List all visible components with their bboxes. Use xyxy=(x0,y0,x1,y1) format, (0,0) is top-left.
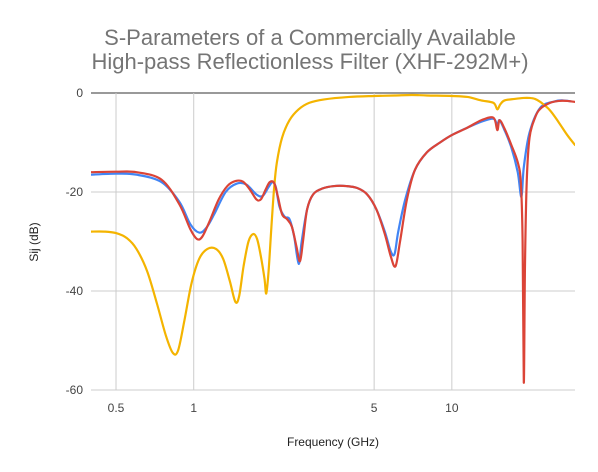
series-lines xyxy=(91,93,575,384)
y-tick-label: -20 xyxy=(66,185,84,199)
y-tick-label: 0 xyxy=(76,86,83,100)
y-axis-title: Sij (dB) xyxy=(27,222,41,261)
gridlines xyxy=(91,92,575,391)
x-tick-label: 1 xyxy=(190,401,197,415)
series-line-yellow xyxy=(91,93,575,356)
y-tick-label: -40 xyxy=(66,284,84,298)
x-tick-label: 10 xyxy=(445,401,459,415)
chart-title-line-1: S-Parameters of a Commercially Available xyxy=(104,25,516,50)
y-tick-label: -60 xyxy=(66,383,84,397)
tick-labels: 0 -20 -40 -60 0.5 1 5 10 xyxy=(66,86,459,415)
chart-title-line-2: High-pass Reflectionless Filter (XHF-292… xyxy=(91,49,529,74)
x-axis-title: Frequency (GHz) xyxy=(287,435,379,449)
x-tick-label: 5 xyxy=(371,401,378,415)
chart-title: S-Parameters of a Commercially Available… xyxy=(40,26,580,74)
series-line-red xyxy=(91,99,575,384)
x-tick-label: 0.5 xyxy=(108,401,125,415)
